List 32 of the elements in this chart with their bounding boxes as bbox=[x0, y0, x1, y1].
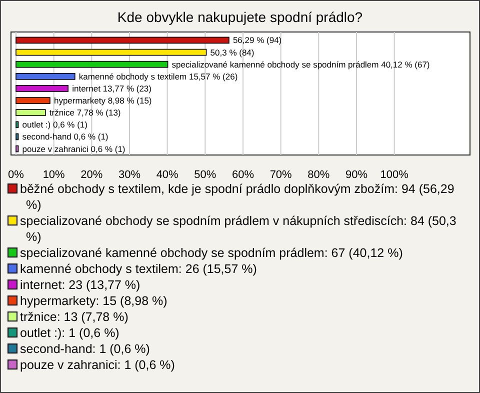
legend-label: tržnice: 13 (7,78 %) bbox=[20, 310, 128, 324]
data-label: kamenné obchody s textilem 15,57 % (26) bbox=[78, 71, 238, 82]
x-tick-label: 60% bbox=[232, 168, 254, 181]
data-label: tržnice 7,78 % (13) bbox=[49, 108, 121, 118]
legend-label: běžné obchody s textilem, kde je spodní prádlo doplňkovým zbožím: 94 (56,29 %) bbox=[20, 182, 454, 212]
x-tick-label: 20% bbox=[80, 168, 103, 181]
legend-label: hypermarkety: 15 (8,98 %) bbox=[20, 294, 168, 308]
x-tick-label: 100% bbox=[380, 168, 409, 181]
legend-label: second-hand: 1 (0,6 %) bbox=[20, 342, 150, 356]
legend-label: outlet :): 1 (0,6 %) bbox=[20, 326, 120, 340]
data-label: hypermarkety 8,98 % (15) bbox=[54, 96, 152, 106]
legend-label: internet: 23 (13,77 %) bbox=[20, 278, 140, 292]
legend-label: pouze v zahranici: 1 (0,6 %) bbox=[20, 358, 175, 372]
legend-label: specializované obchody se spodním prádlem v nákupních střediscích: 84 (50,3 %) bbox=[20, 214, 456, 244]
data-label: outlet :) 0,6 % (1) bbox=[22, 120, 88, 130]
x-tick-label: 70% bbox=[270, 168, 292, 181]
data-label: pouze v zahranici 0,6 % (1) bbox=[22, 144, 126, 154]
x-tick-label: 30% bbox=[118, 168, 141, 181]
x-tick-label: 80% bbox=[308, 168, 330, 181]
chart-title: Kde obvykle nakupujete spodní prádlo? bbox=[117, 9, 363, 25]
x-tick-label: 40% bbox=[156, 168, 179, 181]
x-tick-label: 0% bbox=[8, 168, 24, 181]
legend-label: kamenné obchody s textilem: 26 (15,57 %) bbox=[20, 262, 257, 276]
data-label: 56,29 % (94) bbox=[232, 35, 282, 46]
data-label: internet 13,77 % (23) bbox=[72, 83, 152, 94]
data-label: 50,3 % (84) bbox=[210, 47, 254, 58]
x-tick-label: 90% bbox=[345, 168, 368, 181]
legend-label: specializované kamenné obchody se spodním prádlem: 67 (40,12 %) bbox=[20, 246, 403, 260]
x-tick-label: 10% bbox=[42, 168, 66, 181]
x-tick-label: 50% bbox=[194, 168, 216, 181]
data-label: second-hand 0,6 % (1) bbox=[22, 132, 108, 142]
data-label: specializované kamenné obchody se spodním prádlem 40,12 % (67) bbox=[172, 59, 430, 70]
